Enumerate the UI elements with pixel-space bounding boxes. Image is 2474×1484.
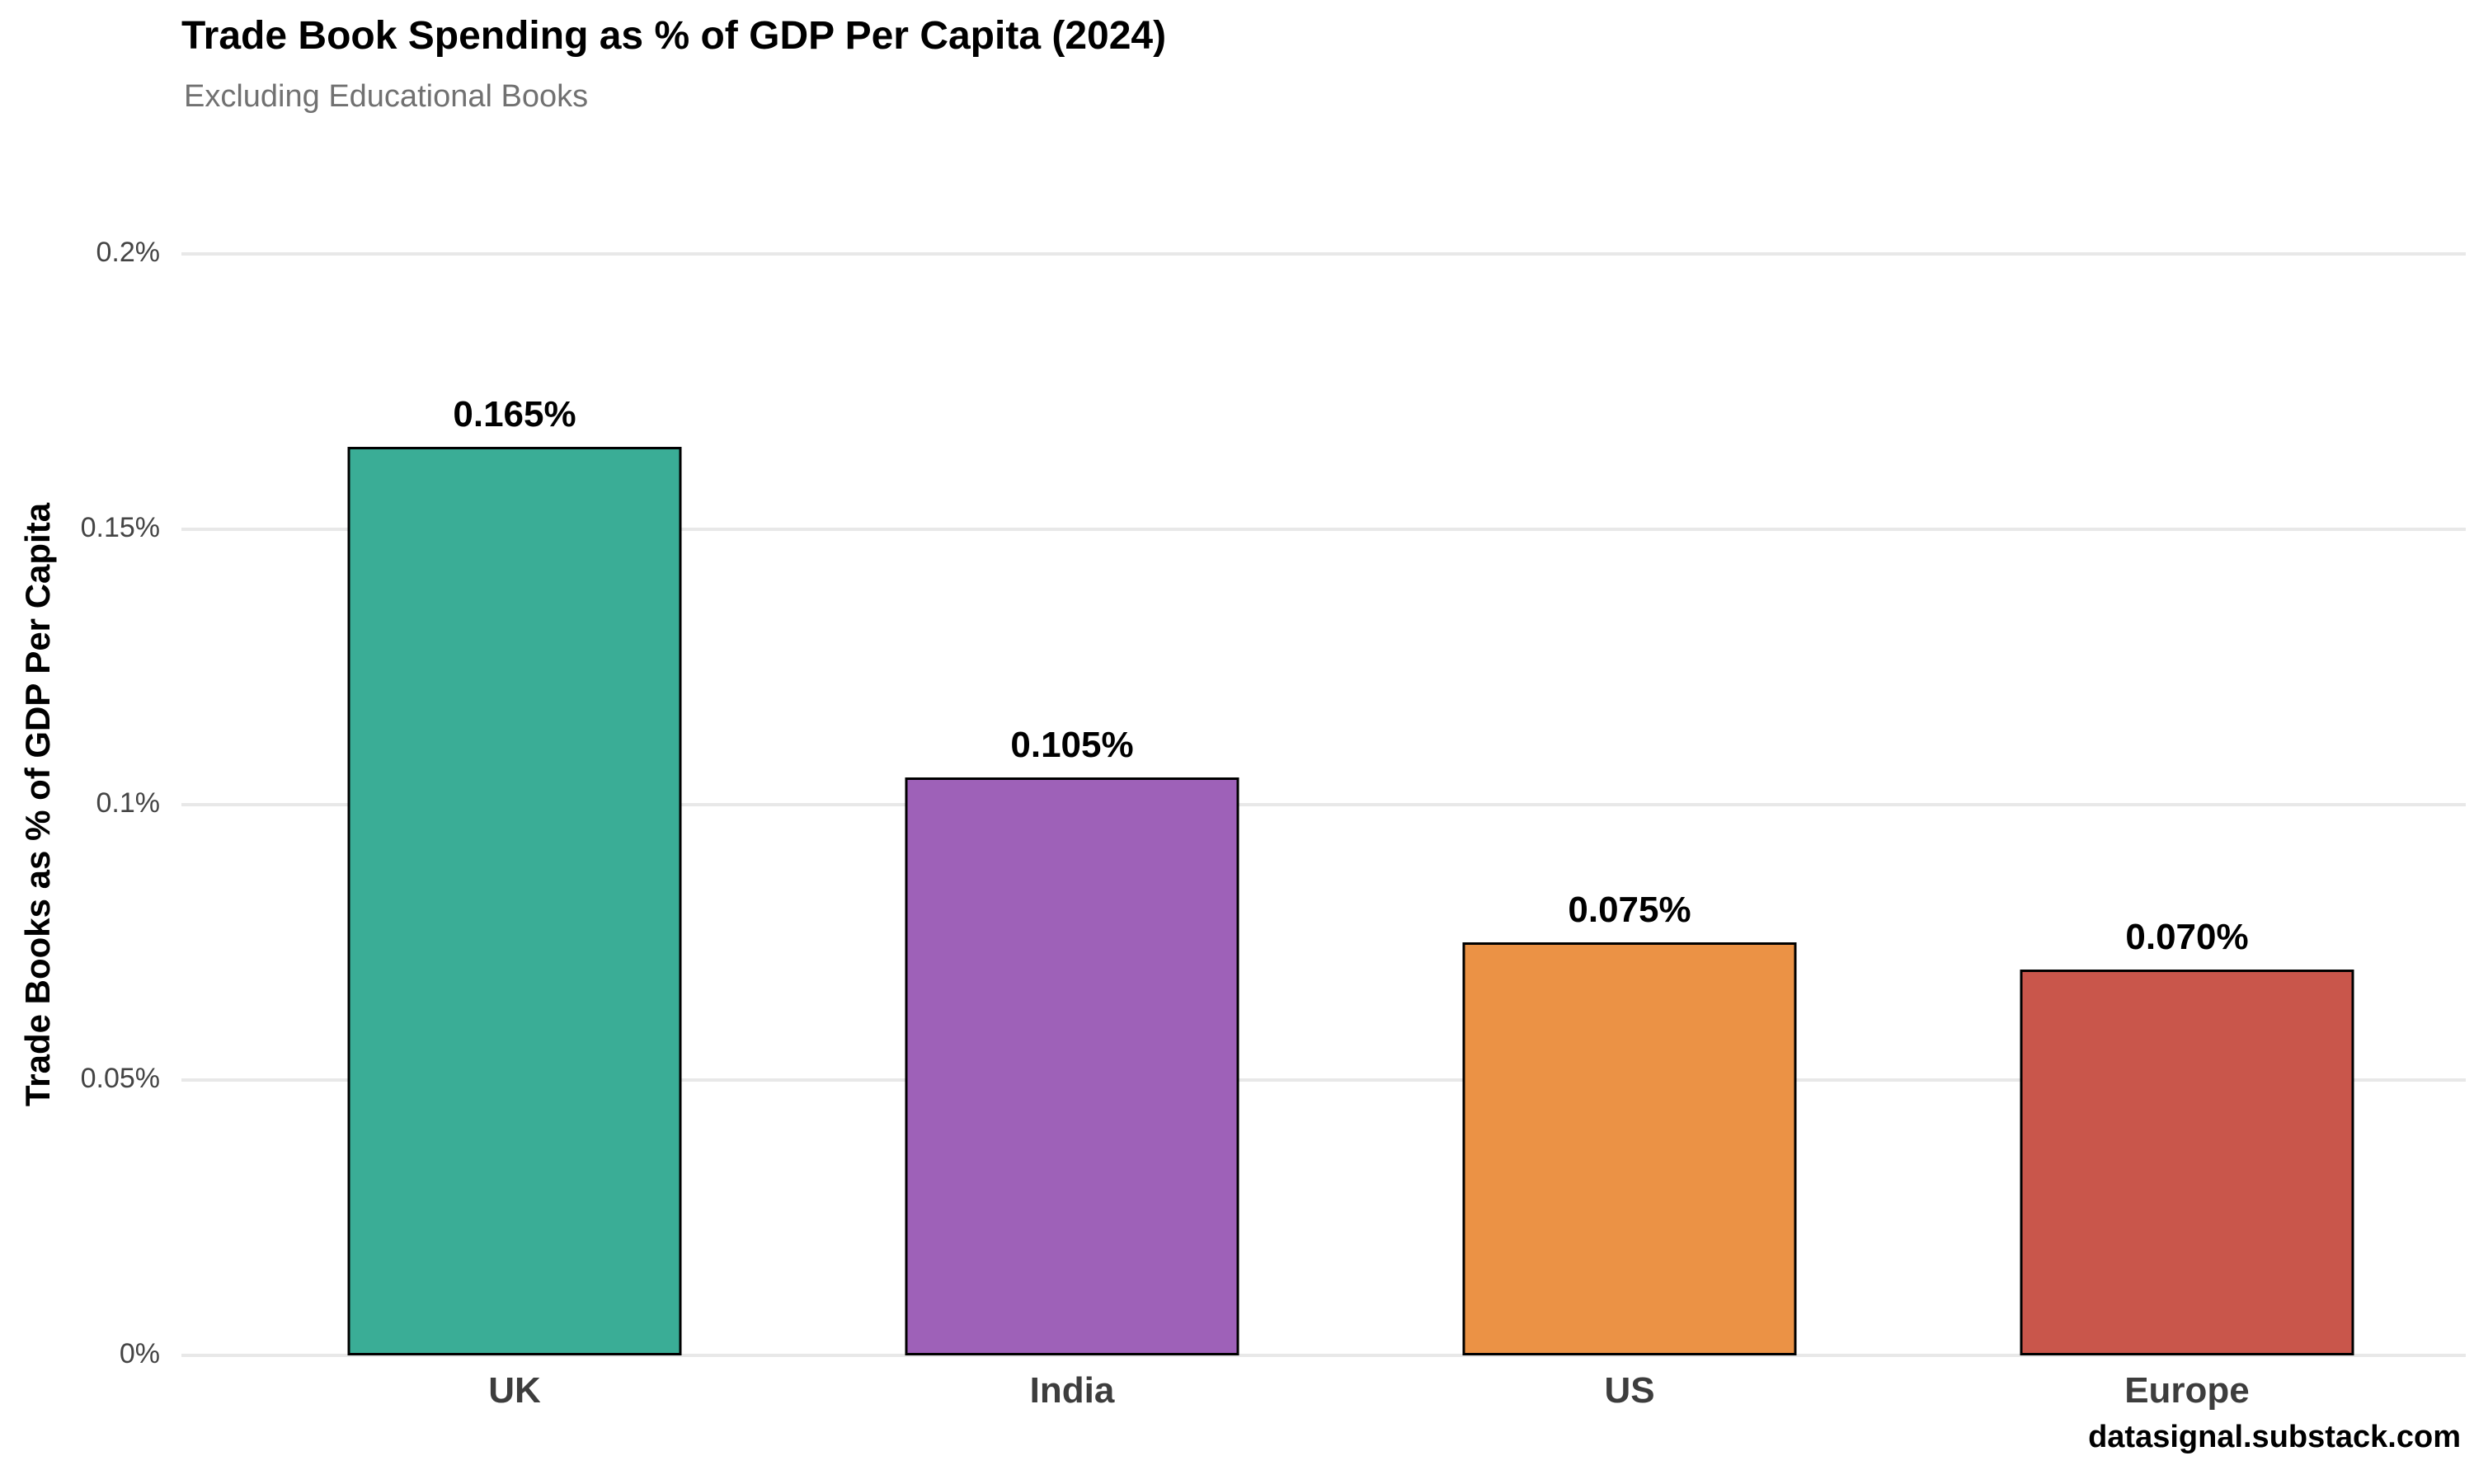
value-label-uk: 0.165% <box>453 393 576 434</box>
y-axis-title: Trade Books as % of GDP Per Capita <box>18 502 57 1107</box>
bar-uk <box>347 446 682 1355</box>
category-label-uk: UK <box>488 1370 541 1411</box>
bar-us <box>1462 942 1797 1355</box>
value-label-us: 0.075% <box>1568 890 1691 930</box>
value-label-europe: 0.070% <box>2125 917 2249 958</box>
bars-row: 0.165% UK 0.105% India 0.075% US 0.070% Europe <box>236 254 2466 1411</box>
category-label-us: US <box>1604 1370 1655 1411</box>
y-tick-label: 0.1% <box>96 787 161 819</box>
y-tick-label: 0.2% <box>96 236 161 268</box>
y-tick-label: 0.15% <box>80 511 160 543</box>
gridline <box>181 803 2466 806</box>
source-watermark: datasignal.substack.com <box>2088 1420 2461 1454</box>
chart-title: Trade Book Spending as % of GDP Per Capi… <box>181 14 1167 58</box>
value-label-india: 0.105% <box>1010 724 1134 765</box>
bar-slot-europe: 0.070% Europe <box>1908 254 2466 1411</box>
category-label-europe: Europe <box>2124 1370 2250 1411</box>
bar-slot-us: 0.075% US <box>1351 254 1908 1411</box>
gridline <box>181 252 2466 256</box>
gridline <box>181 528 2466 531</box>
bar-india <box>905 777 1239 1355</box>
category-label-india: India <box>1029 1370 1115 1411</box>
gridline <box>181 1078 2466 1082</box>
y-tick-label: 0% <box>119 1337 160 1369</box>
y-tick-label: 0.05% <box>80 1062 160 1094</box>
bar-slot-india: 0.105% India <box>793 254 1351 1411</box>
bar-europe <box>2020 970 2354 1355</box>
bar-slot-uk: 0.165% UK <box>236 254 793 1411</box>
gridline <box>181 1354 2466 1357</box>
chart-subtitle: Excluding Educational Books <box>184 79 589 114</box>
plot-area: 0% 0.05% 0.1% 0.15% 0.2% 0.165% UK 0.105% India… <box>81 237 2466 1411</box>
